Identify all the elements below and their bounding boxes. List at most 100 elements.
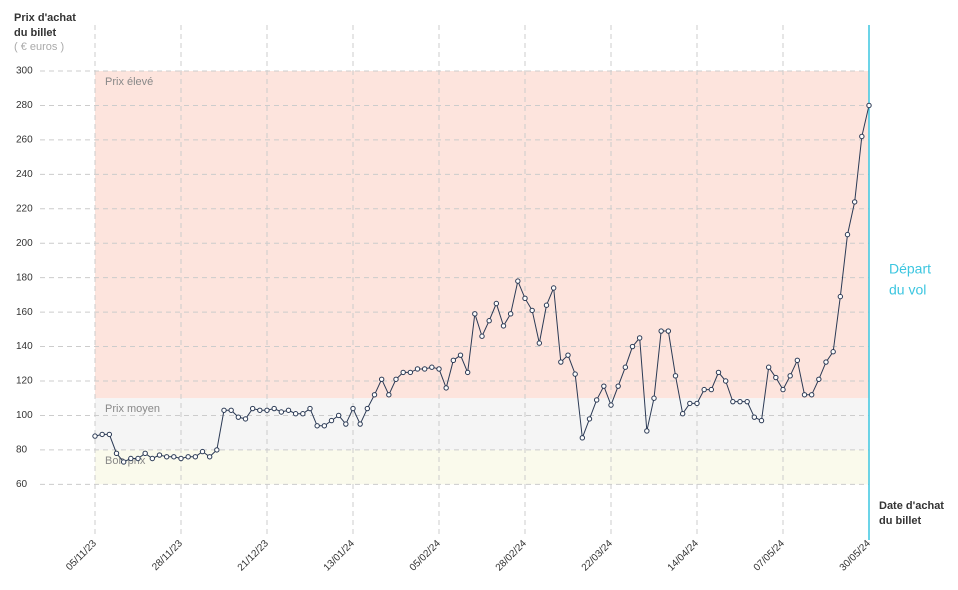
- price-point: [651, 395, 657, 401]
- price-point: [558, 359, 564, 365]
- price-point: [644, 428, 650, 434]
- price-point: [715, 369, 722, 376]
- y-axis-unit: ( € euros ): [14, 41, 64, 53]
- price-point: [694, 400, 700, 407]
- y-tick-label: 160: [16, 307, 33, 318]
- y-tick-label: 60: [16, 479, 28, 490]
- x-tick-label: 14/04/24: [666, 538, 702, 574]
- y-tick-label: 200: [16, 238, 33, 249]
- price-point: [357, 421, 363, 427]
- price-point: [300, 411, 306, 417]
- price-point: [550, 285, 557, 291]
- price-point: [529, 307, 535, 314]
- y-tick-label: 240: [16, 169, 33, 180]
- price-point: [672, 373, 679, 379]
- y-axis-label: Prix d'achat: [14, 12, 76, 24]
- y-tick-label: 100: [16, 410, 33, 421]
- price-point: [593, 397, 600, 403]
- price-point: [199, 448, 206, 455]
- y-axis-label: du billet: [14, 27, 57, 39]
- price-point: [464, 369, 471, 376]
- price-point: [271, 405, 277, 412]
- price-point: [823, 359, 829, 365]
- departure-label: du vol: [889, 282, 926, 298]
- price-point: [808, 392, 815, 398]
- price-point: [156, 452, 163, 458]
- y-tick-label: 280: [16, 100, 33, 111]
- price-point: [479, 333, 485, 339]
- price-point: [106, 431, 113, 438]
- price-point: [249, 405, 256, 412]
- price-point: [816, 376, 822, 382]
- price-point: [400, 369, 406, 376]
- x-tick-label: 07/05/24: [752, 538, 788, 574]
- price-point: [859, 133, 865, 140]
- price-band: [95, 398, 869, 450]
- price-point: [515, 278, 521, 284]
- price-point: [737, 398, 743, 405]
- price-point: [830, 349, 836, 355]
- price-point: [701, 386, 707, 393]
- price-point: [307, 405, 313, 412]
- price-point: [758, 417, 765, 424]
- price-point: [163, 454, 170, 460]
- price-point: [543, 302, 550, 308]
- price-point: [486, 318, 492, 324]
- y-tick-label: 300: [16, 66, 33, 77]
- price-point: [722, 378, 729, 384]
- price-point: [866, 102, 872, 109]
- price-point: [185, 454, 191, 460]
- price-point: [149, 455, 156, 462]
- price-point: [773, 374, 779, 381]
- price-point: [135, 455, 141, 462]
- price-point: [292, 411, 299, 417]
- price-point: [730, 398, 736, 405]
- price-point: [751, 414, 758, 420]
- price-point: [421, 366, 428, 372]
- price-point: [780, 386, 786, 393]
- price-point: [278, 409, 285, 415]
- x-tick-label: 05/11/23: [64, 538, 99, 573]
- price-point: [787, 373, 793, 379]
- price-point: [801, 392, 808, 398]
- price-point: [457, 352, 464, 358]
- x-tick-label: 30/05/24: [838, 538, 874, 574]
- price-point: [321, 423, 328, 429]
- price-point: [436, 366, 442, 372]
- price-point: [120, 459, 127, 465]
- price-point: [665, 328, 672, 334]
- price-point: [206, 454, 213, 460]
- price-point: [257, 407, 263, 413]
- price-point: [128, 455, 134, 462]
- price-point: [285, 407, 292, 413]
- x-tick-label: 22/03/24: [580, 538, 616, 574]
- price-point: [837, 293, 844, 300]
- price-point: [192, 454, 199, 460]
- price-point: [264, 407, 270, 413]
- price-point: [450, 357, 457, 364]
- price-point: [178, 455, 184, 462]
- price-point: [343, 421, 349, 427]
- price-point: [765, 364, 772, 370]
- price-point: [608, 402, 614, 408]
- price-point: [636, 335, 643, 341]
- price-point: [586, 416, 593, 422]
- price-point: [522, 295, 528, 302]
- price-point: [378, 376, 385, 382]
- price-point: [658, 328, 664, 334]
- price-point: [565, 352, 571, 358]
- price-point: [572, 371, 578, 377]
- price-point: [629, 343, 636, 350]
- y-tick-label: 260: [16, 135, 33, 146]
- price-point: [171, 454, 177, 460]
- y-tick-label: 220: [16, 203, 33, 214]
- price-point: [687, 400, 693, 407]
- x-tick-label: 28/02/24: [494, 538, 530, 574]
- x-tick-label: 05/02/24: [408, 538, 444, 574]
- price-point: [414, 366, 421, 372]
- price-point: [622, 364, 629, 370]
- x-axis-label: Date d'achat: [879, 500, 944, 512]
- price-point: [242, 416, 249, 422]
- price-point: [314, 423, 320, 429]
- band-label: Prix moyen: [105, 403, 160, 415]
